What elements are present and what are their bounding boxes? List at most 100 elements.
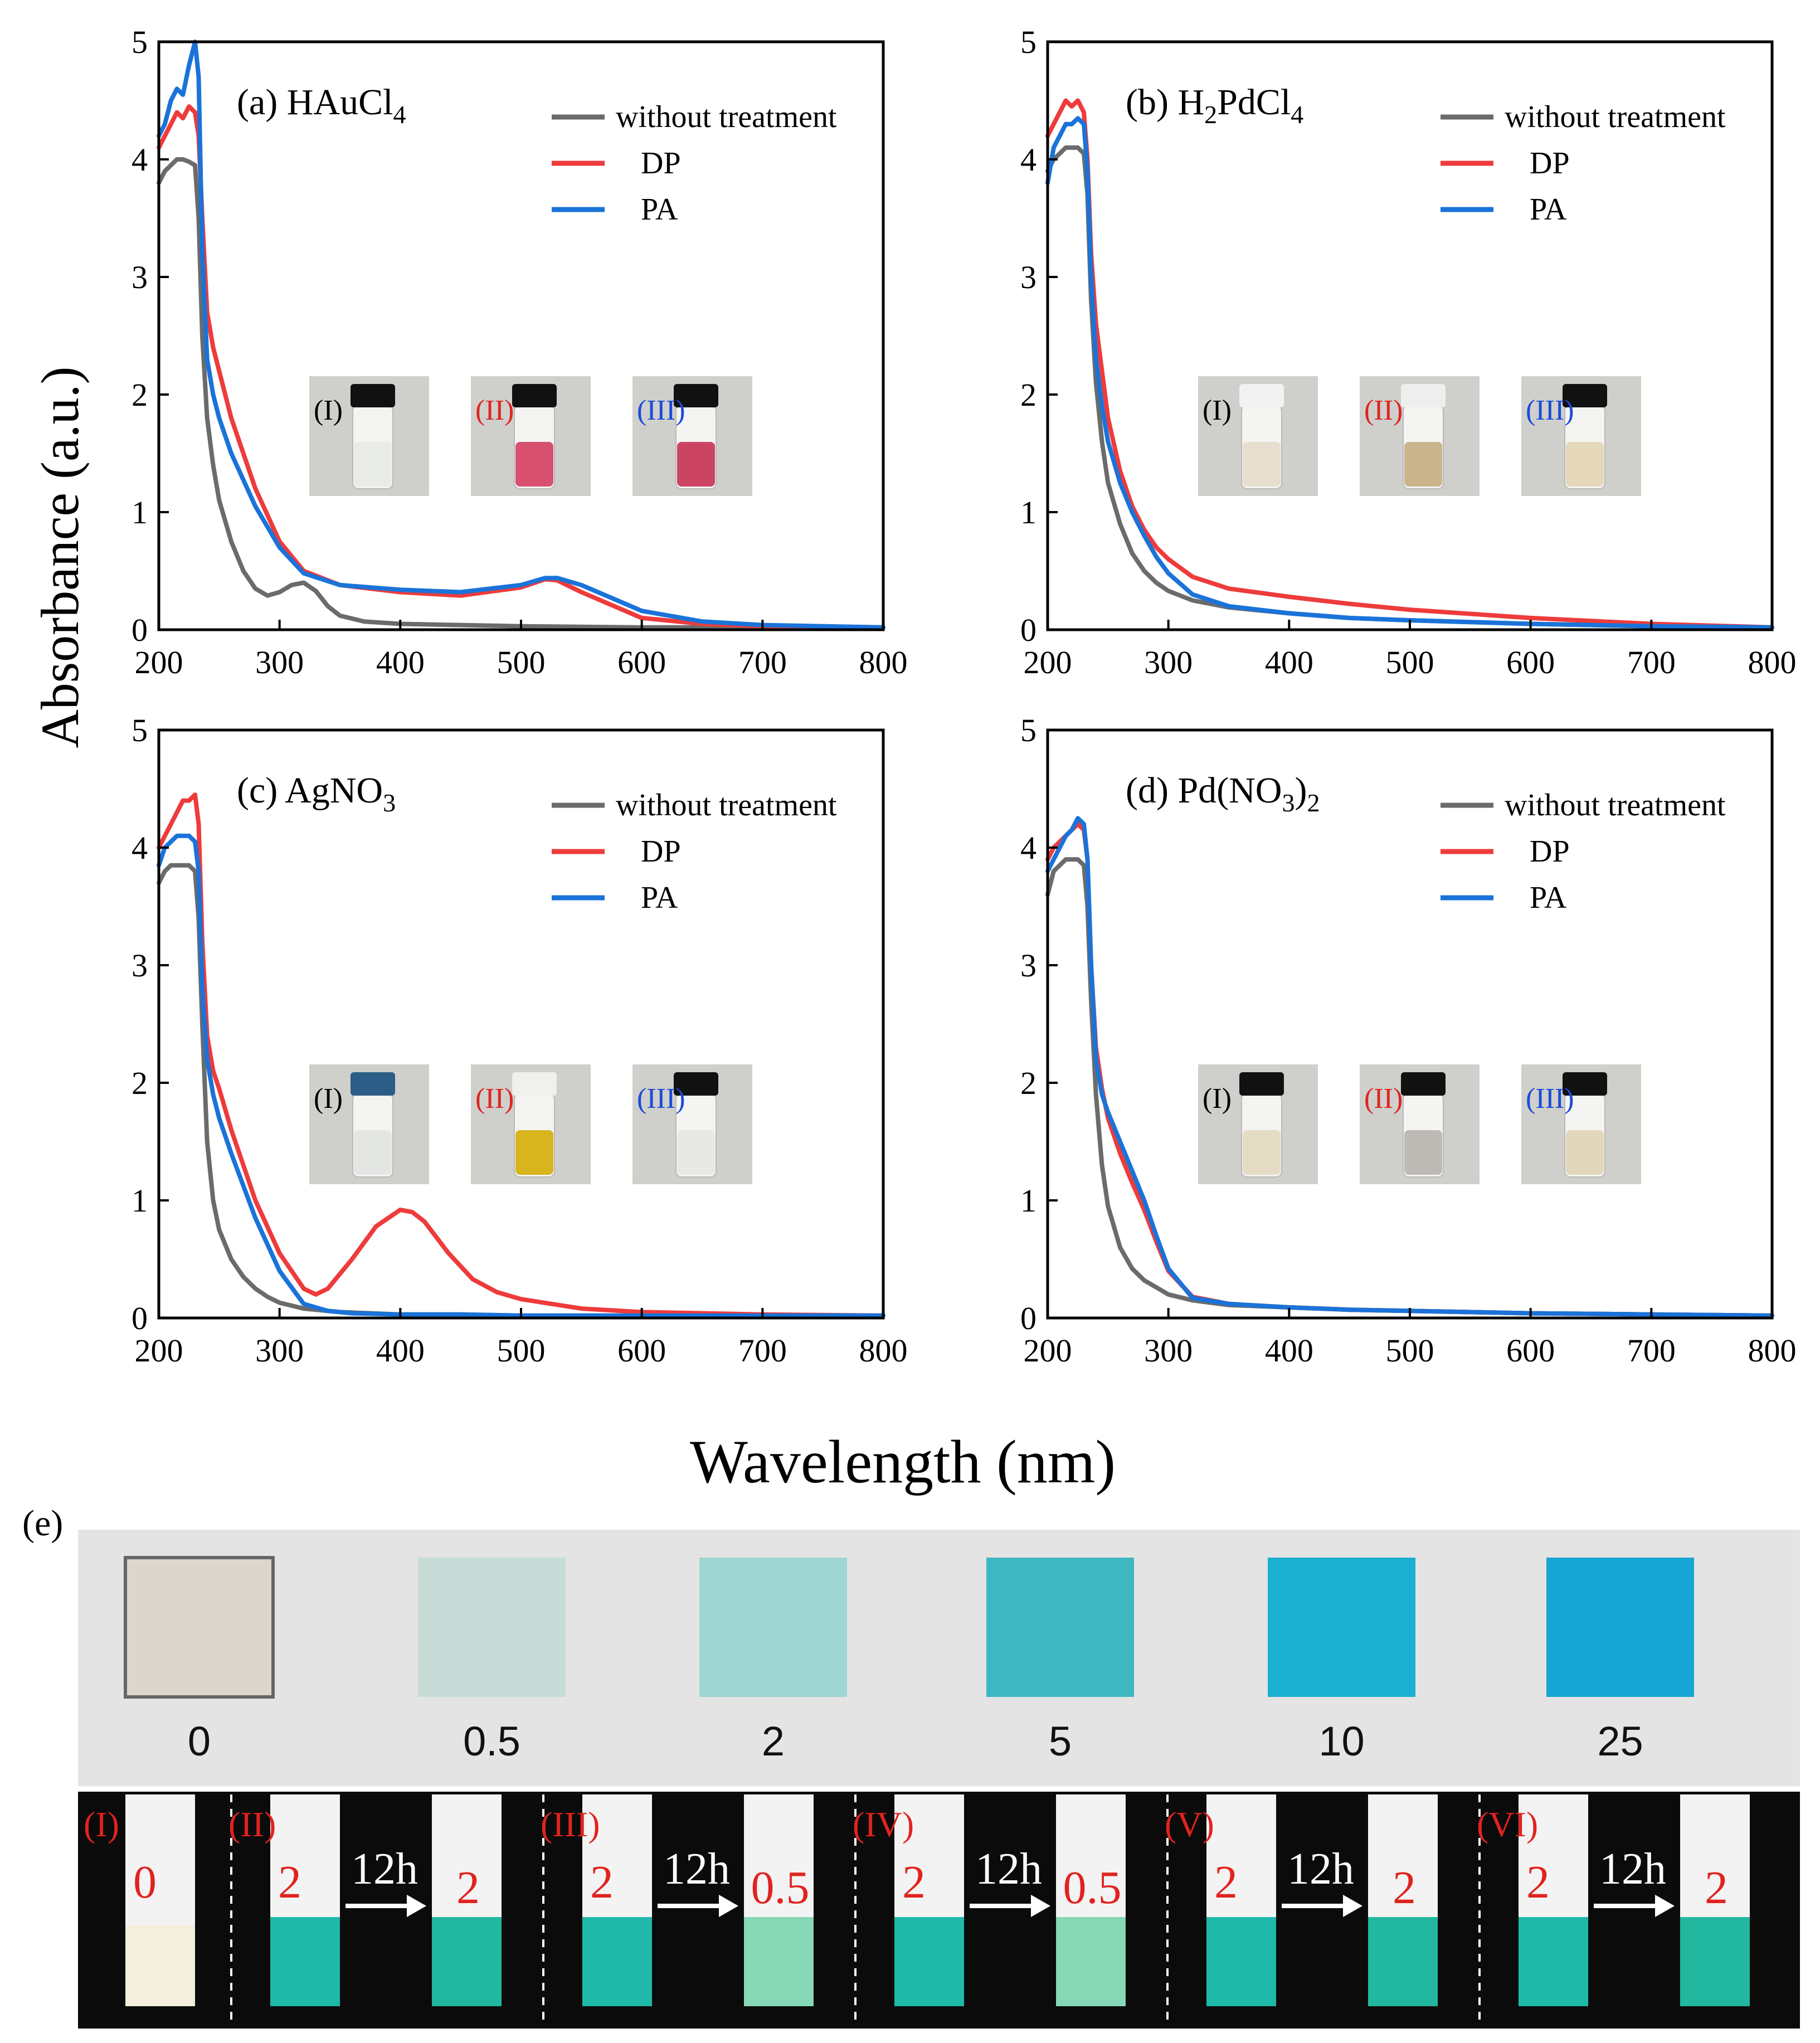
scale-label: 10 (1318, 1718, 1364, 1764)
vial-photo-3: (III) (1521, 1064, 1641, 1184)
vial-photo-2: (II) (1360, 1064, 1480, 1184)
scale-label: 5 (1049, 1718, 1072, 1764)
vial-cap (1563, 1072, 1607, 1096)
x-tick-label: 500 (497, 1332, 546, 1369)
y-tick-label: 5 (1020, 712, 1036, 748)
color-scale-photo: 0 0.5 2 5 10 25 (78, 1530, 1800, 1786)
vial-photo-2: (II) (471, 1064, 591, 1184)
strip-after-value: 2 (1393, 1862, 1416, 1914)
test-strip-pad (744, 1917, 814, 2006)
test-strip-pad (1206, 1917, 1276, 2006)
series-pa (157, 833, 885, 1318)
strip-roman-label: (I) (84, 1804, 119, 1844)
y-tick-label: 3 (1020, 259, 1036, 295)
scale-label: 25 (1597, 1718, 1643, 1764)
x-tick-label: 300 (1144, 644, 1193, 680)
y-tick-label: 2 (132, 1065, 148, 1101)
scale-label: 2 (762, 1718, 785, 1764)
vial-cap (512, 1072, 557, 1096)
vial-cap (1401, 384, 1446, 407)
strip-after-value: 2 (456, 1862, 480, 1914)
test-strip-pad (125, 1925, 195, 2006)
x-tick-label: 400 (1265, 1332, 1313, 1369)
y-tick-label: 0 (1020, 1300, 1036, 1336)
y-tick-label: 3 (1020, 947, 1036, 984)
x-tick-label: 700 (738, 1332, 787, 1369)
vial-label: (II) (475, 395, 514, 426)
strip-before-value: 2 (1526, 1856, 1550, 1908)
series-dp (1045, 98, 1774, 630)
test-strip-pad (582, 1917, 652, 2006)
vial-liquid (515, 442, 553, 487)
x-tick-label: 700 (1627, 644, 1676, 680)
y-tick-label: 4 (132, 830, 148, 866)
x-tick-label: 200 (135, 1332, 183, 1369)
panel-a-chart: (I) (II) (III) 200 300 400 500 600 700 800 0 1 2 3 4 5 (… (132, 24, 908, 680)
panel-title: (a) HAuCl4 (237, 82, 406, 129)
vial-photo-3: (III) (1521, 376, 1641, 496)
panel-title: (c) AgNO3 (237, 770, 396, 817)
vial-cap (1401, 1072, 1446, 1096)
series-dp (157, 104, 885, 630)
strip-before-value: 2 (590, 1856, 614, 1908)
series-without-treatment (157, 157, 885, 630)
y-tick-label: 2 (1020, 1065, 1036, 1101)
arrow-head (719, 1895, 738, 1917)
color-swatch-25 (1546, 1558, 1694, 1697)
arrow-head (407, 1895, 426, 1917)
x-tick-label: 500 (497, 644, 546, 680)
strip-time-label: 12h (1287, 1845, 1354, 1894)
x-tick-label: 500 (1386, 644, 1434, 680)
test-strip-pad (432, 1917, 502, 2006)
x-tick-label: 300 (255, 644, 304, 680)
vial-liquid (1243, 442, 1281, 487)
strip-group-5: (V)2 12h 2 (1165, 1794, 1438, 2006)
y-tick-label: 1 (132, 494, 148, 531)
y-tick-label: 2 (132, 377, 148, 413)
legend-label: PA (641, 881, 678, 915)
strip-roman-label: (IV) (853, 1804, 914, 1844)
test-strips-photo: (I)0(II)2 12h 2(III)2 12h 0.5(IV)2 12h 0.5(V)2… (78, 1792, 1800, 2029)
vial-liquid (354, 442, 392, 487)
y-tick-label: 3 (132, 259, 148, 295)
legend-label: PA (641, 192, 678, 227)
vial-cap (512, 384, 557, 407)
test-strip-pad (1519, 1917, 1588, 2006)
vial-label: (I) (314, 395, 343, 426)
vial-cap (1239, 384, 1284, 407)
strip-roman-label: (II) (228, 1804, 276, 1844)
vial-cap (1239, 1072, 1284, 1096)
legend-label: without treatment (616, 100, 837, 134)
arrow-head (1031, 1895, 1050, 1917)
y-axis-label: Absorbance (a.u.) (30, 366, 90, 748)
x-tick-label: 400 (1265, 644, 1313, 680)
strip-group-3: (III) 2 12h 0.5 (541, 1794, 814, 2006)
legend-label: PA (1530, 881, 1567, 915)
strip-time-label: 12h (663, 1845, 730, 1894)
strip-group-1: (I) 0 (84, 1794, 195, 2006)
series-pa (1045, 816, 1774, 1318)
x-tick-label: 300 (1144, 1332, 1193, 1369)
test-strip-pad (1056, 1917, 1126, 2006)
strip-time-label: 12h (1599, 1845, 1666, 1894)
x-tick-label: 200 (1024, 644, 1072, 680)
vial-cap (351, 384, 395, 407)
vial-photo-3: (III) (632, 1064, 752, 1184)
series-dp (157, 792, 885, 1318)
y-tick-label: 5 (132, 24, 148, 60)
strip-roman-label: (V) (1165, 1804, 1214, 1844)
strip-roman-label: (III) (541, 1804, 600, 1844)
legend-label: without treatment (616, 788, 837, 823)
y-tick-label: 1 (132, 1183, 148, 1219)
arrow-head (1655, 1895, 1675, 1917)
strip-group-2: (II)2 12h 2 (228, 1794, 502, 2006)
vial-photo-1: (I) (309, 1064, 429, 1184)
strip-group-6: (VI) 2 12h 2 (1477, 1794, 1750, 2006)
strip-group-4: (IV) 2 12h 0.5 (853, 1794, 1126, 2006)
arrow-head (1343, 1895, 1362, 1917)
legend-label: DP (641, 146, 681, 181)
legend-label: DP (641, 834, 681, 869)
strip-before-value: 2 (1214, 1856, 1238, 1908)
vial-cap (351, 1072, 395, 1096)
